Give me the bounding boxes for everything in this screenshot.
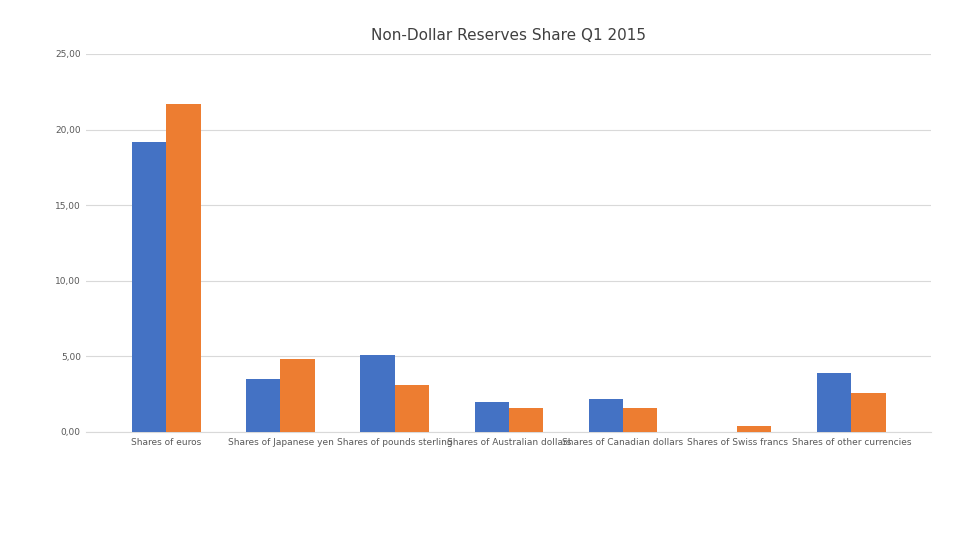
Bar [166,104,201,432]
Bar [737,426,772,432]
Bar [817,373,852,432]
Bar [280,360,315,432]
Bar [509,408,543,432]
Title: Non-Dollar Reserves Share Q1 2015: Non-Dollar Reserves Share Q1 2015 [372,28,646,43]
Bar [246,379,280,432]
Bar [623,408,658,432]
Bar [360,355,395,432]
Bar [474,402,509,432]
Bar [395,385,429,432]
Bar [132,141,166,432]
Bar [852,393,885,432]
Bar [588,399,623,432]
